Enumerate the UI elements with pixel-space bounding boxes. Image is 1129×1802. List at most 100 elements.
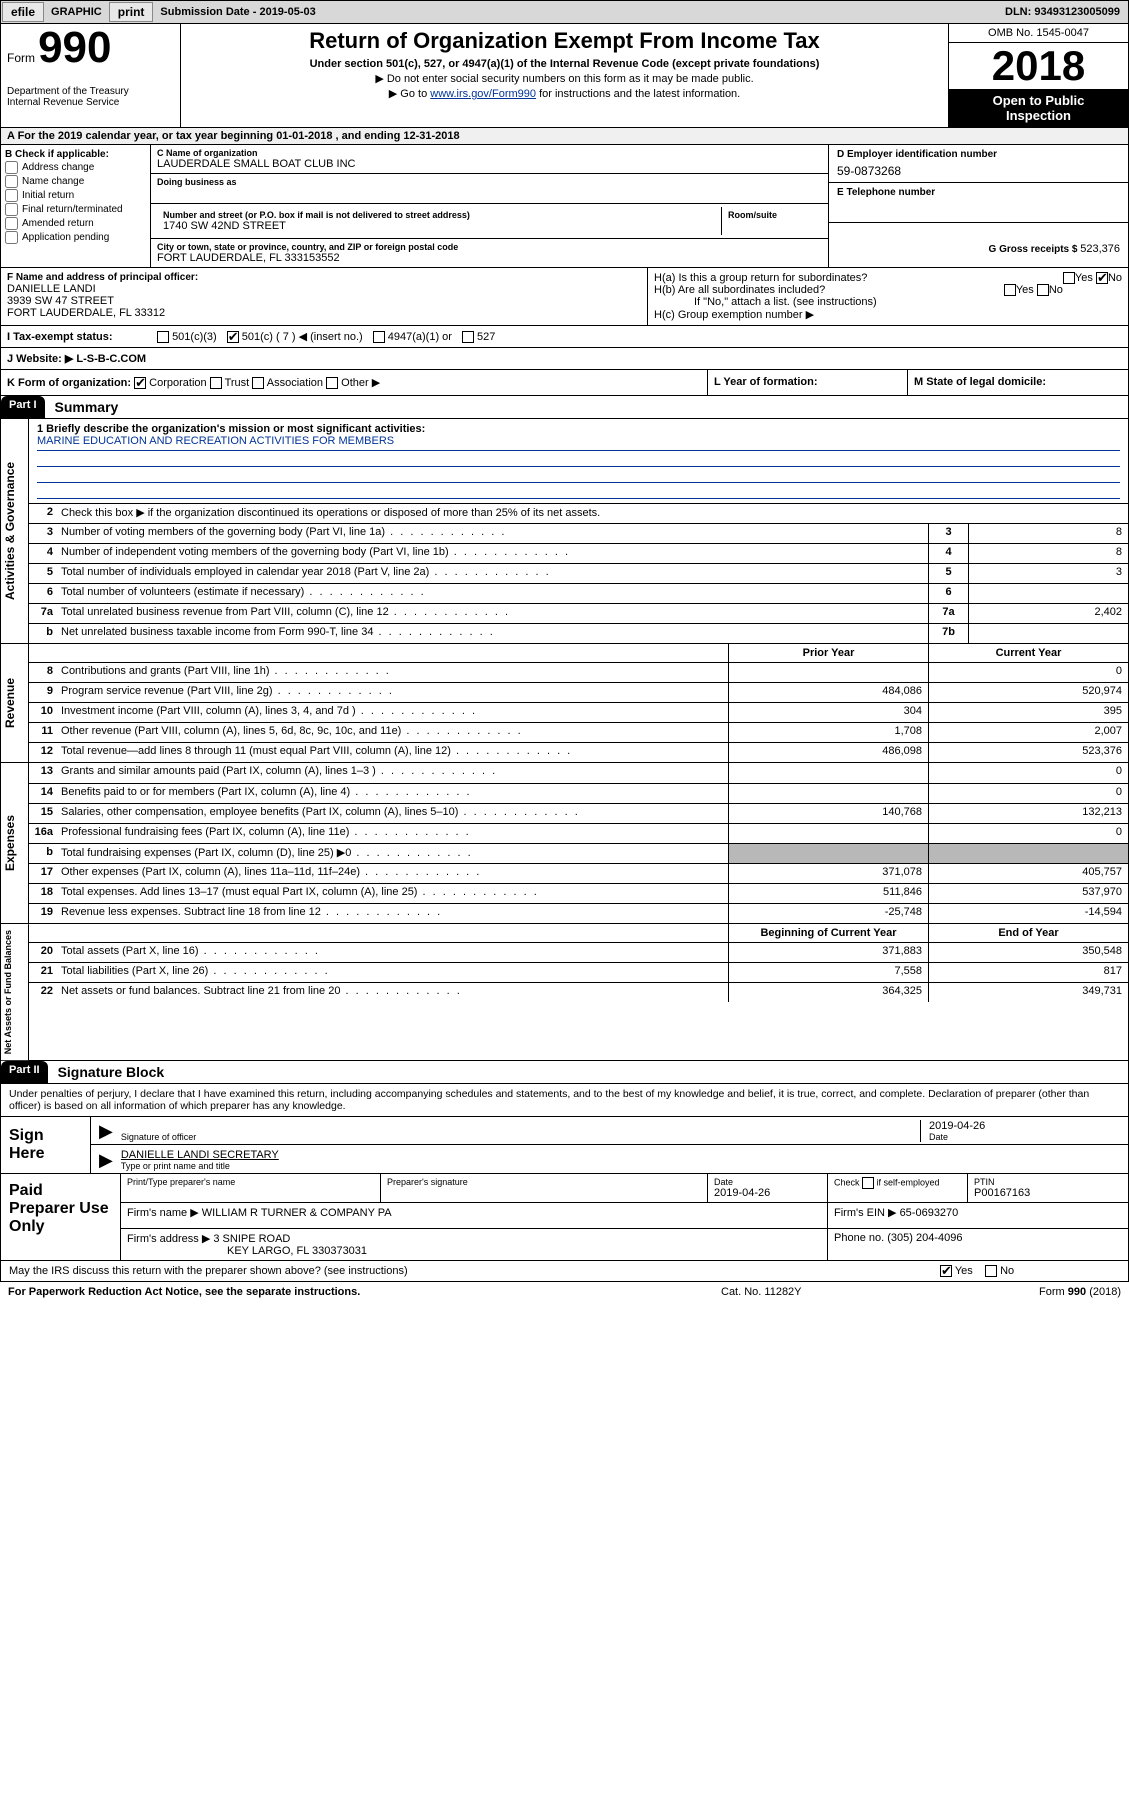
addr-cell: Number and street (or P.O. box if mail i… bbox=[151, 204, 828, 239]
exp-curr bbox=[928, 844, 1128, 863]
rev-prior: 484,086 bbox=[728, 683, 928, 702]
paid-h5: PTINP00167163 bbox=[968, 1174, 1128, 1202]
exp-txt: Grants and similar amounts paid (Part IX… bbox=[57, 763, 728, 783]
paid-h1: Print/Type preparer's name bbox=[121, 1174, 381, 1202]
head-end: End of Year bbox=[928, 924, 1128, 942]
j-value: L-S-B-C.COM bbox=[76, 353, 146, 365]
part-i-header-row: Part I Summary bbox=[0, 396, 1129, 419]
gov-cellnum: 4 bbox=[928, 544, 968, 563]
rev-txt: Contributions and grants (Part VIII, lin… bbox=[57, 663, 728, 682]
footer-mid: Cat. No. 11282Y bbox=[721, 1286, 921, 1298]
l-label: L Year of formation: bbox=[714, 376, 818, 388]
gov-line-6: 6Total number of volunteers (estimate if… bbox=[29, 583, 1128, 603]
exp-prior bbox=[728, 763, 928, 783]
head-prior: Prior Year bbox=[728, 644, 928, 662]
rev-num: 10 bbox=[29, 703, 57, 722]
summary-expenses: Expenses 13Grants and similar amounts pa… bbox=[0, 763, 1129, 924]
col-deg: D Employer identification number 59-0873… bbox=[828, 145, 1128, 267]
net-curr: 350,548 bbox=[928, 943, 1128, 962]
checkb-cb-3[interactable] bbox=[5, 203, 18, 216]
sub3-pre: ▶ Go to bbox=[389, 88, 430, 100]
hb-no-checkbox[interactable] bbox=[1037, 284, 1049, 296]
hb-yes-checkbox[interactable] bbox=[1004, 284, 1016, 296]
i-501c3-checkbox[interactable] bbox=[157, 331, 169, 343]
sign-here-right: ▶ Signature of officer 2019-04-26 Date ▶… bbox=[91, 1117, 1128, 1173]
dq: May the IRS discuss this return with the… bbox=[9, 1265, 408, 1277]
k-corp-checkbox[interactable] bbox=[134, 377, 146, 389]
exp-prior: 371,078 bbox=[728, 864, 928, 883]
net-sp bbox=[29, 924, 728, 942]
l-year-formation: L Year of formation: bbox=[708, 370, 908, 395]
sig-arrow-icon: ▶ bbox=[99, 1121, 113, 1142]
net-num: 21 bbox=[29, 963, 57, 982]
efile-button[interactable]: efile bbox=[2, 2, 44, 22]
net-prior: 371,883 bbox=[728, 943, 928, 962]
phone-lbl: Phone no. bbox=[834, 1232, 884, 1244]
head-beg: Beginning of Current Year bbox=[728, 924, 928, 942]
gov-line-7a: 7aTotal unrelated business revenue from … bbox=[29, 603, 1128, 623]
k-trust: Trust bbox=[225, 377, 250, 389]
ha-yes-checkbox[interactable] bbox=[1063, 272, 1075, 284]
form990-link[interactable]: www.irs.gov/Form990 bbox=[430, 88, 536, 100]
rev-curr: 523,376 bbox=[928, 743, 1128, 762]
g-gross-value: 523,376 bbox=[1080, 243, 1120, 255]
ha-yes: Yes bbox=[1075, 272, 1093, 284]
part-ii-title: Signature Block bbox=[48, 1061, 175, 1083]
gov-cellval: 8 bbox=[968, 524, 1128, 543]
dln-val: 93493123005099 bbox=[1034, 6, 1120, 18]
net-curr: 817 bbox=[928, 963, 1128, 982]
sub3-post: for instructions and the latest informat… bbox=[536, 88, 740, 100]
k-other-checkbox[interactable] bbox=[326, 377, 338, 389]
ein-val: 65-0693270 bbox=[900, 1207, 959, 1219]
gov-txt: Total number of volunteers (estimate if … bbox=[57, 584, 928, 603]
b-header: B Check if applicable: bbox=[5, 149, 146, 160]
firm-val: WILLIAM R TURNER & COMPANY PA bbox=[202, 1207, 392, 1219]
checkb-cb-0[interactable] bbox=[5, 161, 18, 174]
gov-txt: Total unrelated business revenue from Pa… bbox=[57, 604, 928, 623]
checkb-cb-4[interactable] bbox=[5, 217, 18, 230]
i-501c-checkbox[interactable] bbox=[227, 331, 239, 343]
j-label: J Website: ▶ bbox=[7, 353, 73, 365]
rev-line-10: 10Investment income (Part VIII, column (… bbox=[29, 702, 1128, 722]
discuss-no-checkbox[interactable] bbox=[985, 1265, 997, 1277]
l1-value: MARINE EDUCATION AND RECREATION ACTIVITI… bbox=[37, 435, 1120, 451]
print-button[interactable]: print bbox=[109, 2, 154, 22]
checkb-lbl-0: Address change bbox=[22, 162, 94, 173]
checkb-cb-5[interactable] bbox=[5, 231, 18, 244]
k-label: K Form of organization: bbox=[7, 377, 131, 389]
exp-num: 14 bbox=[29, 784, 57, 803]
i-4947-checkbox[interactable] bbox=[373, 331, 385, 343]
mission-block: 1 Briefly describe the organization's mi… bbox=[29, 419, 1128, 503]
summary-governance: Activities & Governance 1 Briefly descri… bbox=[0, 419, 1129, 644]
d-ein-cell: D Employer identification number 59-0873… bbox=[829, 145, 1128, 183]
exp-prior bbox=[728, 824, 928, 843]
exp-line-19: 19Revenue less expenses. Subtract line 1… bbox=[29, 903, 1128, 923]
i-527-checkbox[interactable] bbox=[462, 331, 474, 343]
sig-name-field: DANIELLE LANDI SECRETARY Type or print n… bbox=[121, 1149, 1120, 1171]
faddr2: KEY LARGO, FL 330373031 bbox=[127, 1245, 821, 1257]
form-number-box: Form 990 Department of the Treasury Inte… bbox=[1, 24, 181, 127]
room-label: Room/suite bbox=[728, 210, 816, 220]
f-addr1: 3939 SW 47 STREET bbox=[7, 295, 641, 307]
dno: No bbox=[1000, 1265, 1014, 1277]
checkb-cb-1[interactable] bbox=[5, 175, 18, 188]
checkb-item-4: Amended return bbox=[5, 217, 146, 230]
ha-no-checkbox[interactable] bbox=[1096, 272, 1108, 284]
exp-num: 15 bbox=[29, 804, 57, 823]
net-body: Beginning of Current Year End of Year 20… bbox=[29, 924, 1128, 1060]
k-assoc-checkbox[interactable] bbox=[252, 377, 264, 389]
l2-num: 2 bbox=[29, 504, 57, 523]
title-box: Return of Organization Exempt From Incom… bbox=[181, 24, 948, 127]
discuss-yes-checkbox[interactable] bbox=[940, 1265, 952, 1277]
k-trust-checkbox[interactable] bbox=[210, 377, 222, 389]
ph3v: 2019-04-26 bbox=[714, 1187, 770, 1199]
self-emp-checkbox[interactable] bbox=[862, 1177, 874, 1189]
section-bcdeg: B Check if applicable: Address changeNam… bbox=[0, 145, 1129, 268]
city-cell: City or town, state or province, country… bbox=[151, 239, 828, 267]
k-assoc: Association bbox=[267, 377, 323, 389]
exp-num: 18 bbox=[29, 884, 57, 903]
checkb-cb-2[interactable] bbox=[5, 189, 18, 202]
rev-line-12: 12Total revenue—add lines 8 through 11 (… bbox=[29, 742, 1128, 762]
summary-revenue: Revenue Prior Year Current Year 8Contrib… bbox=[0, 644, 1129, 763]
dept-treasury: Department of the Treasury bbox=[7, 86, 174, 97]
